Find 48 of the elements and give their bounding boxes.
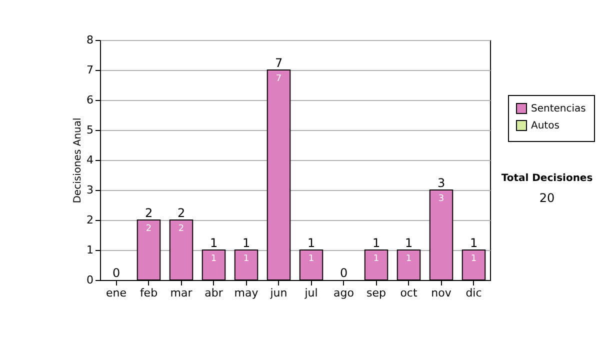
total-label: 3 (437, 176, 446, 190)
total-label: 0 (340, 266, 348, 280)
total-label: 1 (210, 236, 218, 250)
text: Total Decisiones (501, 173, 593, 184)
x-tick-label: feb (140, 286, 158, 300)
total-label: 0 (112, 266, 120, 280)
x-tick-label: abr (204, 286, 224, 300)
x-tick-label: jun (269, 286, 288, 300)
legend-label: Sentencias (531, 104, 586, 114)
total-label: 2 (144, 206, 153, 220)
data-label: 1 (373, 254, 380, 264)
total-label: 2 (177, 206, 186, 220)
total-label: 1 (307, 236, 316, 250)
y-tick-label: 8 (86, 34, 94, 46)
y-tick-label: 2 (86, 214, 94, 226)
data-label: 1 (470, 254, 477, 264)
data-label: 1 (243, 254, 250, 264)
data-label: 1 (308, 254, 314, 264)
data-label: 7 (276, 74, 282, 84)
data-label: 2 (146, 224, 152, 234)
y-tick-label: 0 (86, 274, 94, 286)
data-label: 1 (210, 254, 217, 264)
x-tick-label: oct (400, 286, 418, 300)
y-tick-label: 4 (86, 154, 94, 166)
total-label: 7 (274, 56, 283, 70)
x-tick-label: may (234, 286, 259, 300)
y-axis-title: Decisiones Anual (72, 118, 84, 204)
text: 20 (539, 191, 555, 205)
x-tick-label: mar (170, 286, 193, 300)
y-tick-label: 5 (86, 124, 94, 136)
total-label: 1 (470, 236, 478, 250)
y-tick-label: 6 (86, 94, 94, 106)
x-tick-label: nov (431, 286, 452, 300)
x-tick-label: dic (466, 286, 482, 300)
x-tick-label: sep (366, 286, 386, 300)
x-tick-label: ago (334, 286, 354, 300)
total-label: 1 (372, 236, 380, 250)
x-tick-label: ene (106, 286, 127, 300)
x-tick-label: jul (304, 286, 318, 300)
total-label: 1 (242, 236, 250, 250)
data-label: 1 (406, 254, 412, 264)
legend-label: Autos (531, 120, 560, 132)
total-label: 1 (404, 236, 413, 250)
data-label: 2 (178, 224, 184, 234)
data-label: 3 (438, 194, 444, 204)
y-tick-label: 1 (86, 244, 94, 256)
y-tick-label: 3 (86, 184, 94, 196)
y-tick-label: 7 (86, 64, 94, 76)
